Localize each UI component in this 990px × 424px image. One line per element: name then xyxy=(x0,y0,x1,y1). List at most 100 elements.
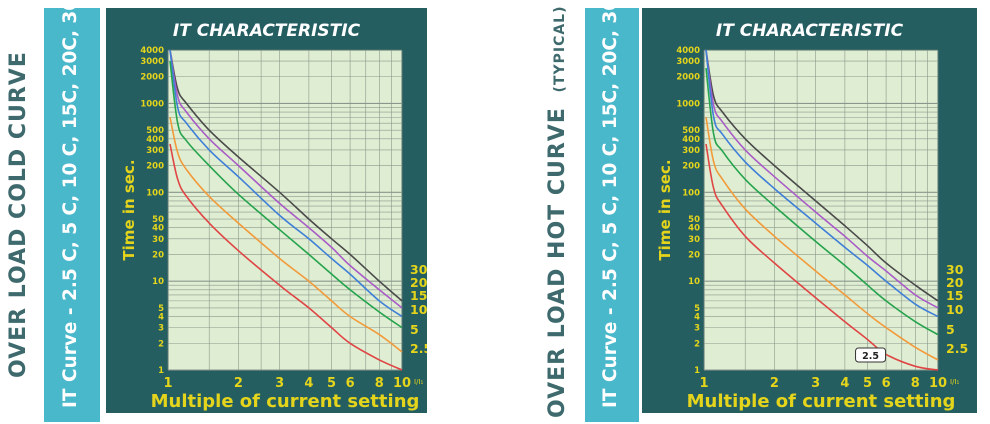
series-line-10 xyxy=(705,68,939,336)
y-tick-label: 10 xyxy=(152,277,164,287)
x-tick-label: 1 xyxy=(699,376,708,391)
hot-curve-band-title: IT Curve - 2.5 C, 5 C, 10 C, 15C, 20C, 3… xyxy=(600,0,621,408)
legend-label-5: 5 xyxy=(410,322,419,337)
series-line-20 xyxy=(169,49,403,309)
y-tick-label: 300 xyxy=(682,146,700,156)
legend-label-15: 15 xyxy=(946,288,963,303)
series-line-2-5 xyxy=(169,143,403,371)
legend-label-30: 30 xyxy=(410,262,427,277)
legend-label-20: 20 xyxy=(946,275,964,290)
x-tick-label: 8 xyxy=(911,376,920,391)
y-tick-label: 200 xyxy=(146,162,164,172)
y-tick-label: 40 xyxy=(152,224,164,234)
x-axis-label: Multiple of current setting xyxy=(151,391,420,412)
series-line-30 xyxy=(705,49,939,302)
x-tick-label: 1 xyxy=(163,376,172,391)
y-tick-label: 40 xyxy=(688,224,700,234)
hot-curve-chart-title: IT CHARACTERISTIC xyxy=(715,21,904,41)
legend-label-30: 30 xyxy=(946,262,964,277)
y-tick-label: 200 xyxy=(682,162,700,172)
y-tick-label: 5 xyxy=(158,304,164,314)
y-tick-label: 500 xyxy=(682,126,700,136)
x-tick-label: 2 xyxy=(770,376,779,391)
x-tick-label: 3 xyxy=(811,376,820,391)
y-tick-label: 20 xyxy=(152,250,164,260)
series-line-15 xyxy=(169,49,403,318)
x-tick-label: 6 xyxy=(346,376,355,391)
cold-curve-side-title: OVER LOAD COLD CURVE xyxy=(6,51,31,378)
legend-label-2-5: 2.5 xyxy=(410,341,427,356)
y-tick-label: 4 xyxy=(158,313,164,323)
y-tick-label: 100 xyxy=(682,188,700,198)
series-line-5 xyxy=(169,117,403,353)
y-axis-label: Time in sec. xyxy=(120,159,138,260)
x-tick-label: 4 xyxy=(840,376,849,391)
y-tick-label: 3 xyxy=(694,324,700,334)
cold-curve-side-title-text: OVER LOAD COLD CURVE xyxy=(6,51,31,378)
x-tick-label: 10 xyxy=(929,376,947,391)
y-axis-label: Time in sec. xyxy=(656,159,674,260)
y-tick-label: 2000 xyxy=(140,73,164,83)
y-tick-label: 300 xyxy=(146,146,164,156)
curve-callout-box xyxy=(855,347,887,363)
x-tick-label: 5 xyxy=(327,376,336,391)
x-tick-label: 3 xyxy=(275,376,284,391)
plot-area xyxy=(703,49,939,371)
legend-label-2-5: 2.5 xyxy=(946,341,968,356)
y-tick-label: 3 xyxy=(158,324,164,334)
cold-curve-panel: IT CHARACTERISTIC 4000 3000 2000 1000 500 400… xyxy=(106,8,427,413)
cold-curve-chart: 4000300020001000500400300200100504030201… xyxy=(120,46,427,412)
y-tick-label: 1 xyxy=(694,366,700,376)
x-tick-label: 10 xyxy=(393,376,411,391)
y-tick-label: 4000 xyxy=(676,46,700,56)
plot-area xyxy=(167,49,403,371)
grid xyxy=(703,49,939,371)
series-line-20 xyxy=(705,49,939,309)
y-tick-label: 400 xyxy=(682,135,700,145)
hot-curve-panel: IT CHARACTERISTIC 4000 3000 2000 1000 500 400… xyxy=(642,8,977,413)
legend-label-20: 20 xyxy=(410,275,427,290)
y-tick-label: 2 xyxy=(158,339,164,349)
y-tick-label: 1000 xyxy=(140,99,164,109)
series-line-2-5 xyxy=(705,143,939,371)
y-tick-label: 500 xyxy=(146,126,164,136)
curve-callout-label: 2.5 xyxy=(862,351,879,362)
series-line-15 xyxy=(705,49,939,318)
hot-curve-side-title-text: OVER LOAD HOT CURVE xyxy=(545,107,570,418)
y-tick-label: 4000 xyxy=(140,46,164,56)
cold-curve-chart-title: IT CHARACTERISTIC xyxy=(172,21,361,41)
y-tick-label: 5 xyxy=(694,304,700,314)
x-tick-label: 2 xyxy=(234,376,243,391)
y-tick-label: 4 xyxy=(694,313,700,323)
legend-label-10: 10 xyxy=(946,302,964,317)
legend-label-15: 15 xyxy=(410,288,427,303)
x-tick-label: 5 xyxy=(863,376,872,391)
y-tick-label: 100 xyxy=(146,188,164,198)
hot-curve-side-title-note: (TYPICAL) xyxy=(552,5,568,93)
y-tick-label: 2 xyxy=(694,339,700,349)
y-tick-label: 10 xyxy=(688,277,700,287)
series-line-5 xyxy=(705,117,939,361)
y-tick-label: 30 xyxy=(152,235,164,245)
y-tick-label: 1 xyxy=(158,366,164,376)
y-tick-label: 400 xyxy=(146,135,164,145)
x-unit-label: I/I₁ xyxy=(950,378,959,386)
y-tick-label: 1000 xyxy=(676,99,700,109)
y-tick-label: 3000 xyxy=(140,57,164,67)
hot-curve-side-title: OVER LOAD HOT CURVE (TYPICAL) xyxy=(545,6,570,419)
y-tick-label: 3000 xyxy=(676,57,700,67)
y-tick-label: 20 xyxy=(688,250,700,260)
hot-curve-band xyxy=(585,8,639,422)
series-line-30 xyxy=(169,49,403,302)
cold-curve-band-title: IT Curve - 2.5 C, 5 C, 10 C, 15C, 20C, 3… xyxy=(60,0,81,408)
y-tick-label: 50 xyxy=(152,215,164,225)
cold-curve-band xyxy=(44,8,100,422)
x-tick-label: 4 xyxy=(304,376,313,391)
legend-label-5: 5 xyxy=(946,322,955,337)
series-line-10 xyxy=(169,60,403,329)
y-tick-label: 30 xyxy=(688,235,700,245)
x-tick-label: 8 xyxy=(375,376,384,391)
x-tick-label: 6 xyxy=(882,376,891,391)
x-unit-label: I/I₁ xyxy=(414,378,423,386)
grid xyxy=(167,49,403,371)
